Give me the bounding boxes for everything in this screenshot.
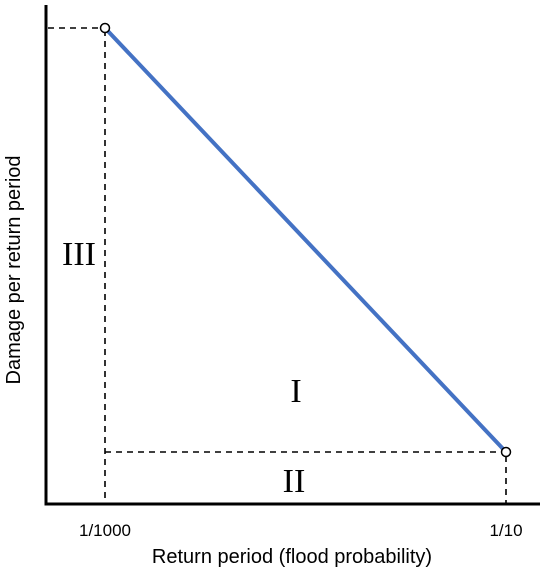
region-label-i: I [290,373,301,410]
y-axis-title: Damage per return period [3,155,25,384]
region-label-iii: III [62,236,96,273]
endpoint-low-damage [500,446,512,458]
region-label-ii: II [283,463,306,500]
x-axis-title: Return period (flood probability) [152,546,432,568]
endpoint-high-damage [99,22,111,34]
x-tick-label-1-1000: 1/1000 [79,521,131,540]
x-tick-label-1-10: 1/10 [489,521,522,540]
damage-curve-line [103,26,508,454]
